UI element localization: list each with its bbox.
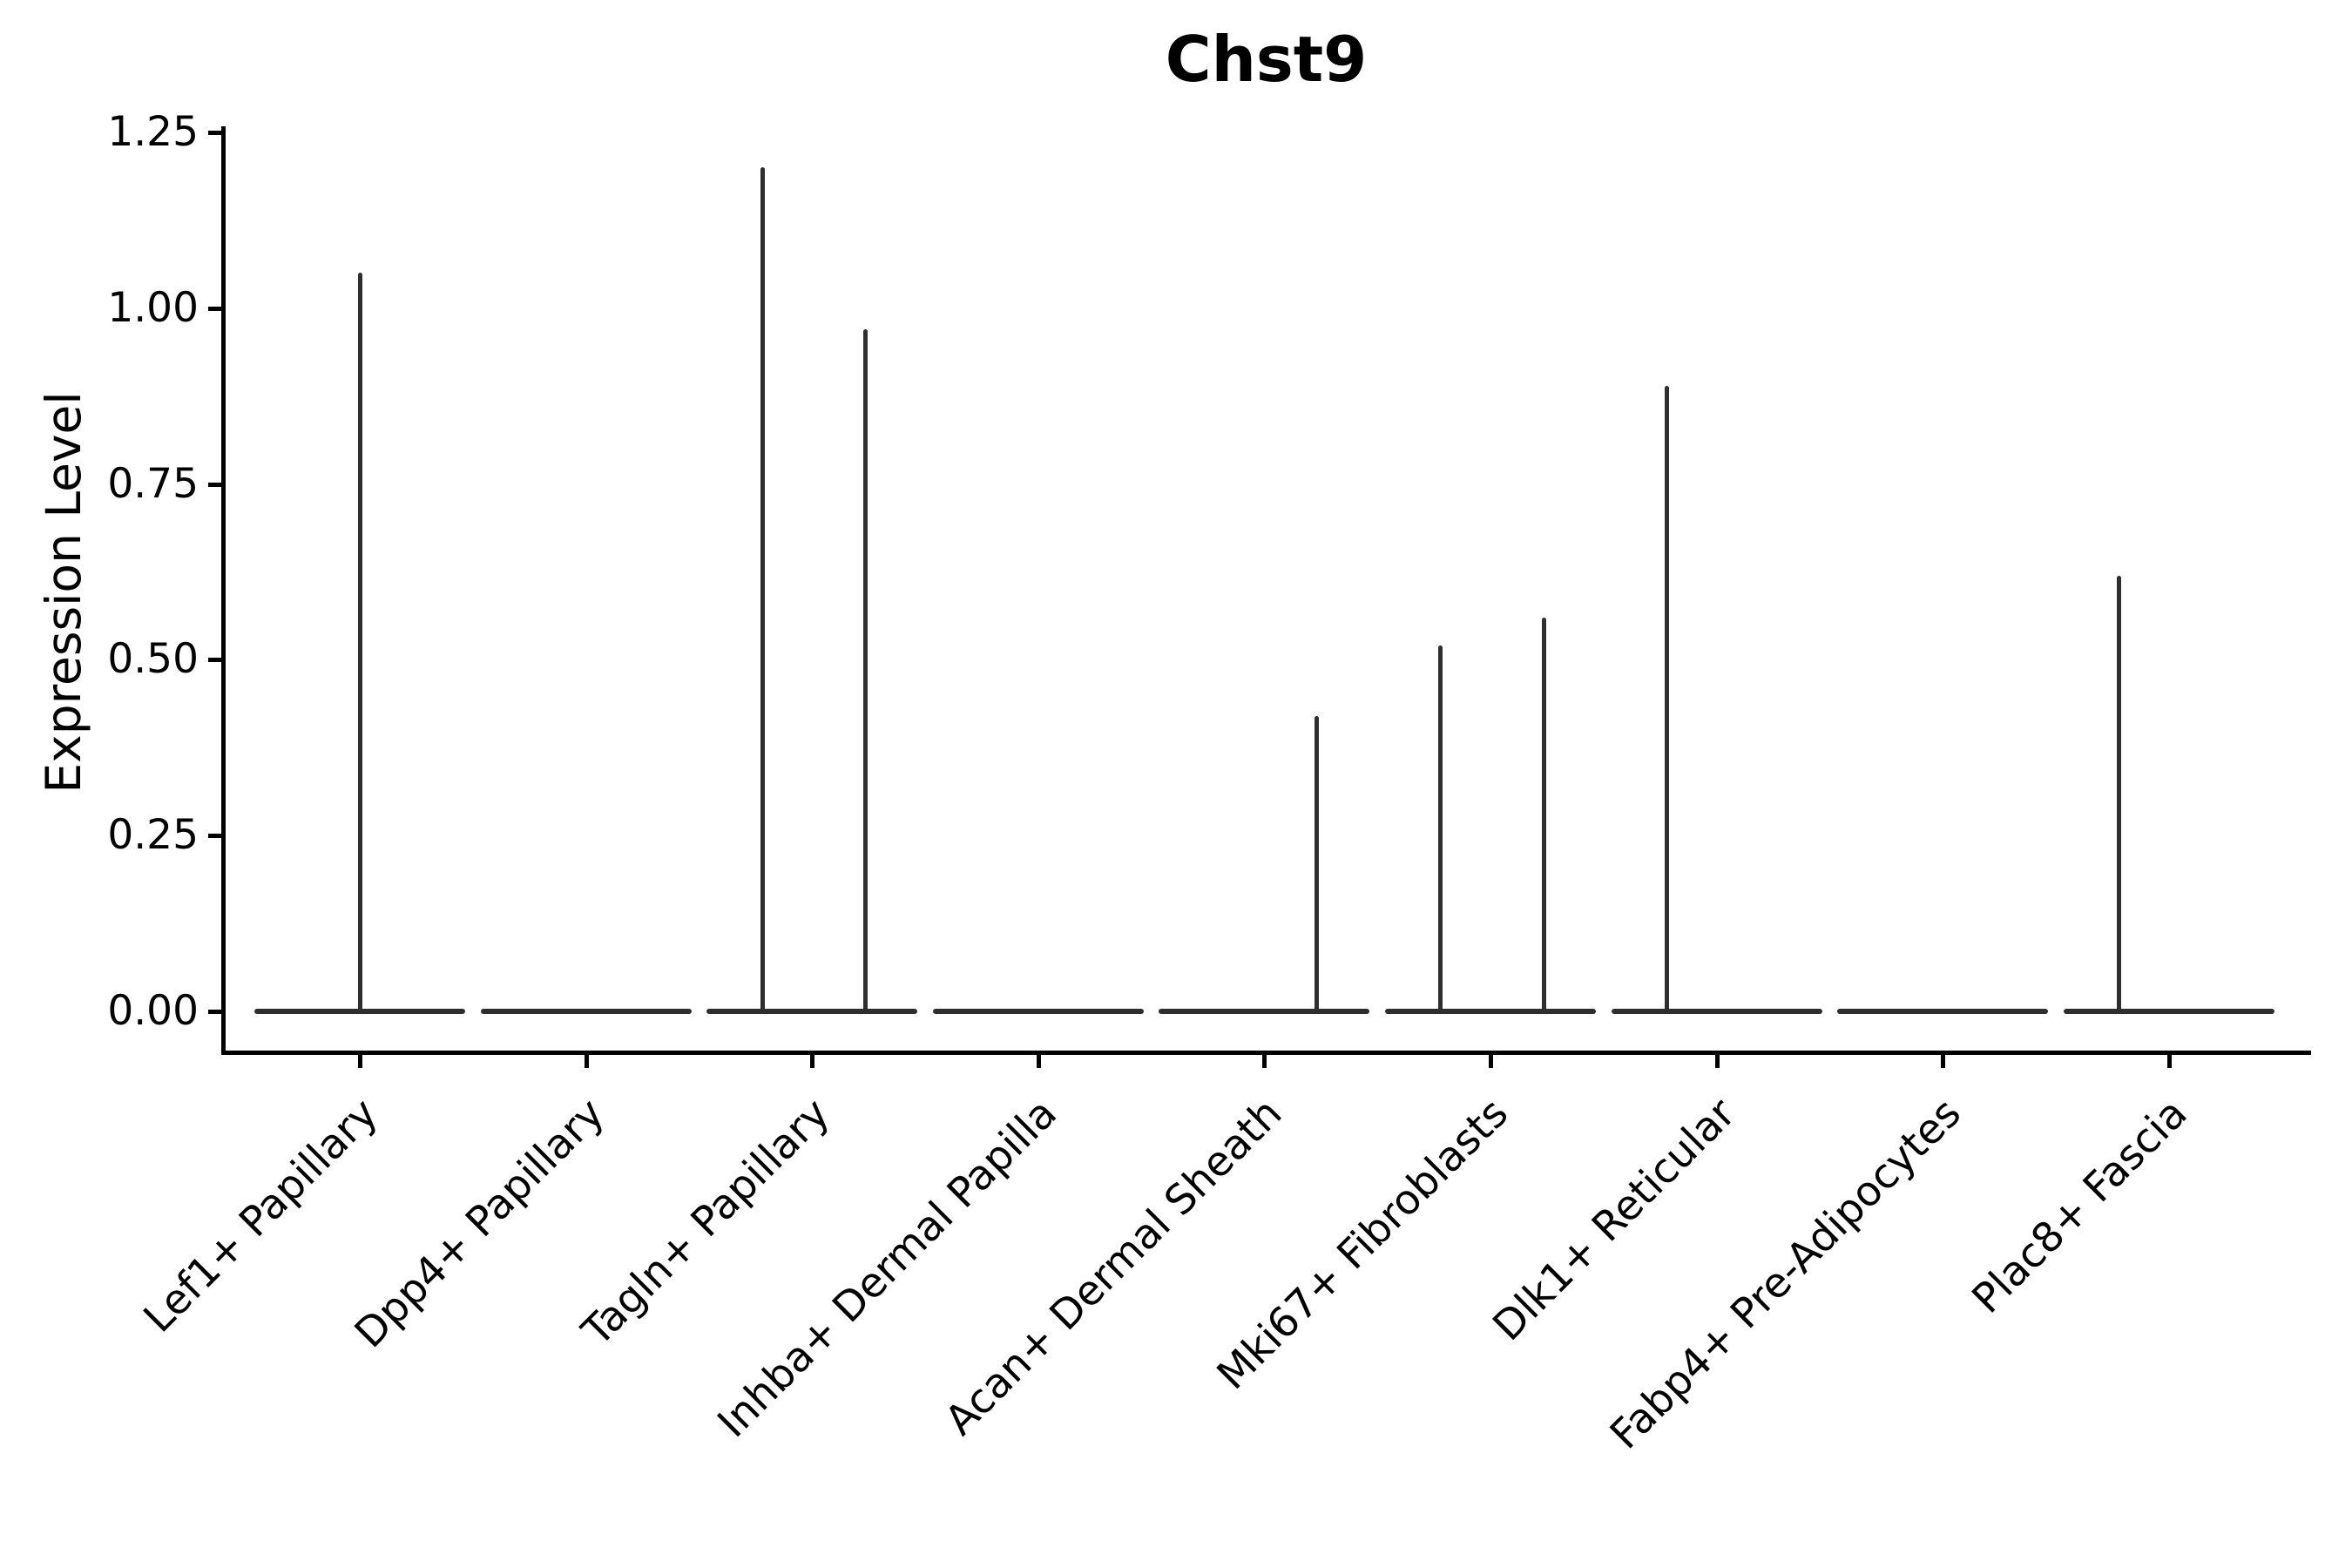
- y-tick: [208, 1010, 221, 1014]
- x-tick: [358, 1052, 362, 1068]
- y-tick-label: 0.50: [107, 635, 199, 683]
- y-tick-label: 0.75: [107, 460, 199, 508]
- y-tick: [208, 834, 221, 838]
- x-tick: [1489, 1052, 1493, 1068]
- x-tick-label: Dpp4+ Papillary: [345, 1089, 614, 1358]
- y-tick: [208, 658, 221, 662]
- violin-baseline: [1837, 1009, 2048, 1014]
- violin-spike: [1438, 645, 1443, 1013]
- violin-baseline: [1159, 1009, 1369, 1014]
- violin-spike: [760, 167, 765, 1013]
- violin-spike: [358, 273, 362, 1013]
- x-tick: [1037, 1052, 1041, 1068]
- y-tick-label: 0.00: [107, 987, 199, 1035]
- y-tick: [208, 483, 221, 487]
- violin-spike: [1315, 716, 1319, 1013]
- x-tick: [585, 1052, 589, 1068]
- violin-baseline: [706, 1009, 917, 1014]
- violin-spike: [1665, 386, 1669, 1013]
- y-tick: [208, 307, 221, 311]
- chart-title: Chst9: [1165, 23, 1368, 96]
- x-tick-label: Plac8+ Fascia: [1963, 1089, 2197, 1323]
- violin-spike: [2117, 576, 2121, 1013]
- x-tick-label: Lef1+ Papillary: [134, 1089, 388, 1342]
- x-tick: [1715, 1052, 1720, 1068]
- violin-baseline: [933, 1009, 1144, 1014]
- y-tick-label: 1.00: [107, 284, 199, 332]
- violin-baseline: [2064, 1009, 2274, 1014]
- violin-baseline: [1385, 1009, 1596, 1014]
- x-tick-label: Tagln+ Papillary: [573, 1089, 840, 1355]
- x-tick: [810, 1052, 814, 1068]
- x-tick: [1941, 1052, 1945, 1068]
- y-axis-spine: [221, 126, 226, 1055]
- y-tick: [208, 131, 221, 135]
- violin-baseline: [1612, 1009, 1822, 1014]
- x-tick: [1262, 1052, 1267, 1068]
- y-tick-label: 1.25: [107, 108, 199, 156]
- x-tick-label: Dlk1+ Reticular: [1484, 1089, 1745, 1351]
- violin-baseline: [481, 1009, 692, 1014]
- x-tick: [2167, 1052, 2172, 1068]
- violin-spike: [1542, 618, 1546, 1013]
- y-tick-label: 0.25: [107, 811, 199, 859]
- violin-spike: [863, 329, 868, 1013]
